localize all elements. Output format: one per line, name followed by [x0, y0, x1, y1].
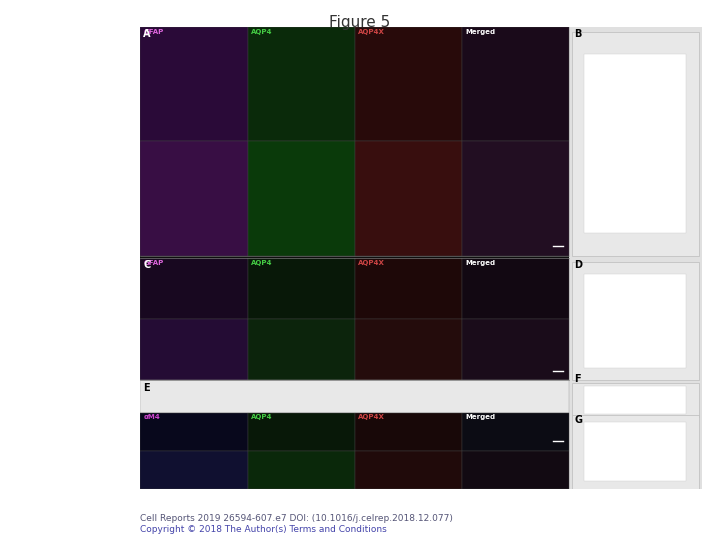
Bar — [462, 413, 569, 450]
Bar — [140, 258, 248, 319]
Bar — [140, 413, 248, 450]
Text: AQP4X: AQP4X — [358, 414, 384, 420]
Text: Copyright © 2018 The Author(s) Terms and Conditions: Copyright © 2018 The Author(s) Terms and… — [140, 524, 387, 534]
Bar — [248, 258, 355, 319]
Text: G: G — [575, 415, 582, 425]
Text: αM4: αM4 — [143, 414, 161, 420]
Text: F: F — [575, 374, 581, 384]
Bar — [572, 262, 699, 380]
Bar — [585, 274, 686, 368]
Bar — [140, 450, 248, 489]
Bar — [355, 319, 462, 380]
Bar — [462, 450, 569, 489]
Text: Stroke: Stroke — [132, 187, 138, 210]
Text: GFAP: GFAP — [143, 260, 164, 266]
Bar — [140, 141, 248, 255]
Text: A: A — [143, 29, 150, 39]
Bar — [140, 380, 569, 413]
Bar — [248, 450, 355, 489]
Bar — [248, 413, 355, 450]
Bar — [462, 319, 569, 380]
Bar — [355, 27, 462, 141]
Bar — [140, 27, 248, 141]
Text: AQP4X: AQP4X — [358, 260, 384, 266]
Bar — [572, 415, 699, 489]
Text: Merged: Merged — [465, 414, 495, 420]
Bar — [585, 386, 686, 414]
Text: AQP4: AQP4 — [251, 260, 272, 266]
Bar — [355, 141, 462, 255]
Bar — [248, 27, 355, 141]
Text: AQP4: AQP4 — [251, 29, 272, 35]
Text: Merged: Merged — [465, 260, 495, 266]
Text: E: E — [143, 382, 150, 393]
Text: GFAP: GFAP — [143, 29, 164, 35]
Bar — [140, 27, 569, 489]
Bar — [355, 413, 462, 450]
Bar — [462, 27, 569, 141]
Text: AQP4: AQP4 — [251, 414, 272, 420]
Text: Uninjected: Uninjected — [132, 413, 138, 450]
Text: D: D — [575, 260, 582, 270]
Bar — [462, 141, 569, 255]
Text: Figure 5: Figure 5 — [329, 15, 391, 30]
Bar — [572, 382, 699, 417]
Text: C: C — [143, 260, 150, 270]
Bar — [248, 141, 355, 255]
Text: Injected: Injected — [132, 456, 138, 484]
Text: Cell Reports 2019 26594-607.e7 DOI: (10.1016/j.celrep.2018.12.077): Cell Reports 2019 26594-607.e7 DOI: (10.… — [140, 514, 454, 523]
Text: βPT1-/-: βPT1-/- — [132, 338, 138, 362]
Bar — [355, 258, 462, 319]
Text: Merged: Merged — [465, 29, 495, 35]
Text: B: B — [575, 29, 582, 39]
Bar — [462, 258, 569, 319]
Text: AQP4X: AQP4X — [358, 29, 384, 35]
Bar — [585, 422, 686, 481]
Bar — [248, 319, 355, 380]
Bar — [140, 319, 248, 380]
Bar — [569, 27, 702, 489]
Bar — [572, 32, 699, 255]
Bar — [585, 54, 686, 233]
Text: Normal: Normal — [132, 71, 138, 97]
Bar — [355, 450, 462, 489]
Text: Wild-type: Wild-type — [132, 272, 138, 305]
